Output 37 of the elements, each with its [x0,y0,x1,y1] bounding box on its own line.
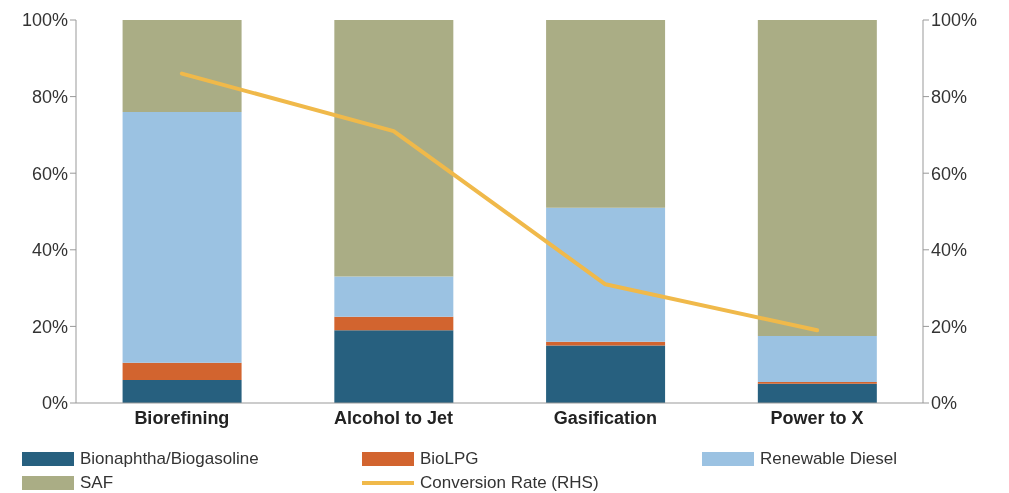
y2-tick-label: 80% [931,86,968,107]
legend-label: Renewable Diesel [760,449,898,469]
x-tick-label: Biorefining [134,407,230,428]
y2-tick-label: 0% [931,393,958,414]
y-tick-label: 80% [31,86,68,107]
legend-label: SAF [80,473,114,493]
bar [122,20,242,112]
x-tick-label: Power to X [770,407,864,428]
bar [546,20,666,208]
x-tick-label: Gasification [553,407,657,428]
bar [757,20,877,336]
y-tick-label: 20% [31,316,68,337]
bar [122,111,242,363]
line-series [179,71,820,333]
legend-label: BioLPG [420,449,479,469]
bar [757,383,877,403]
bar [334,330,454,403]
bar [122,362,242,381]
bar [546,345,666,403]
bar [334,20,454,277]
legend-label: Conversion Rate (RHS) [420,473,599,493]
y-tick-label: 0% [41,393,68,414]
bar [757,335,877,382]
bar [122,380,242,403]
y2-tick-label: 60% [931,163,968,184]
y-tick-label: 60% [31,163,68,184]
y2-tick-label: 20% [931,316,968,337]
y-tick-label: 40% [31,240,68,261]
bar [546,341,666,346]
y-tick-label: 100% [21,10,68,31]
bar [334,316,454,331]
x-tick-label: Alcohol to Jet [334,407,454,428]
bar [334,276,454,317]
y2-tick-label: 40% [931,240,968,261]
y2-tick-label: 100% [931,10,978,31]
legend-label: Bionaphtha/Biogasoline [80,449,259,469]
bar [546,207,666,342]
